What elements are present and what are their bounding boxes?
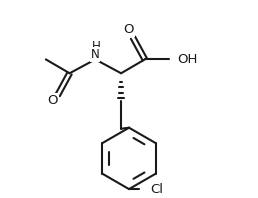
Text: OH: OH (178, 53, 198, 66)
Text: N: N (91, 48, 100, 61)
Text: H: H (92, 40, 101, 53)
Text: Cl: Cl (150, 183, 163, 196)
Text: O: O (124, 23, 134, 36)
Text: O: O (47, 94, 58, 107)
